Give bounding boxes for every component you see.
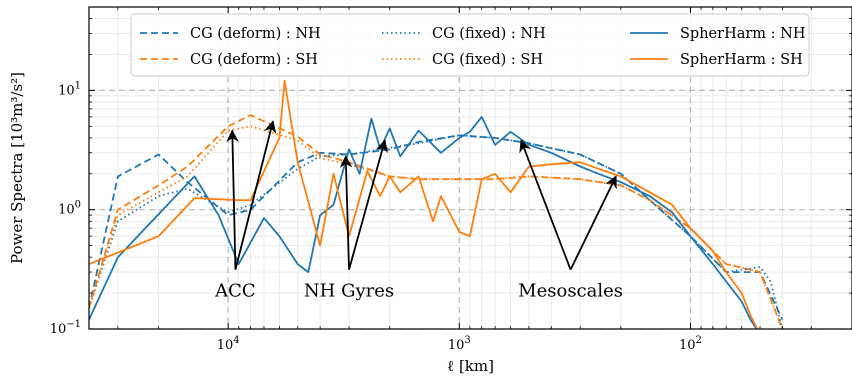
x-axis-label: ℓ [km]: [447, 357, 494, 375]
annotations: ACC NH Gyres Mesoscales: [214, 120, 623, 302]
x-tick-label: 103: [448, 335, 471, 353]
legend-label: CG (fixed) : NH: [432, 26, 546, 42]
series-layer: [89, 80, 784, 329]
series-line-0: [89, 134, 784, 320]
annotation-arrow: [234, 120, 277, 270]
annotation-arrow: [569, 175, 617, 271]
annotation-arrow: [226, 129, 239, 270]
series-line-3: [89, 125, 784, 329]
x-tick-label: 104: [217, 335, 240, 353]
annotation-label: ACC: [214, 281, 256, 302]
series-line-5: [89, 80, 759, 329]
annotation-label: Mesoscales: [518, 281, 623, 302]
annotation-label: NH Gyres: [304, 281, 394, 302]
x-tick-label: 102: [679, 335, 702, 353]
legend-label: CG (deform) : NH: [190, 26, 321, 42]
axis-ticks: 10−1 100 101 104 103 102: [50, 6, 852, 353]
legend-label: CG (fixed) : SH: [432, 52, 543, 68]
annotation-arrow: [339, 155, 353, 270]
legend: CG (deform) : NH CG (deform) : SH CG (fixe…: [130, 13, 810, 77]
annotation-arrow: [348, 139, 388, 270]
legend-label: SpherHarm : NH: [680, 26, 805, 42]
legend-box: [130, 13, 810, 77]
y-axis-label: Power Spectra [10³m³/s²]: [8, 72, 26, 264]
legend-label: SpherHarm : SH: [680, 52, 803, 68]
series-line-2: [89, 134, 784, 329]
legend-label: CG (deform) : SH: [190, 52, 318, 68]
y-tick-label: 100: [58, 200, 81, 218]
plot-frame: [88, 6, 852, 330]
y-tick-label: 10−1: [50, 319, 81, 337]
annotation-arrow: [519, 139, 572, 270]
series-line-4: [89, 116, 758, 329]
y-tick-label: 101: [58, 80, 81, 98]
